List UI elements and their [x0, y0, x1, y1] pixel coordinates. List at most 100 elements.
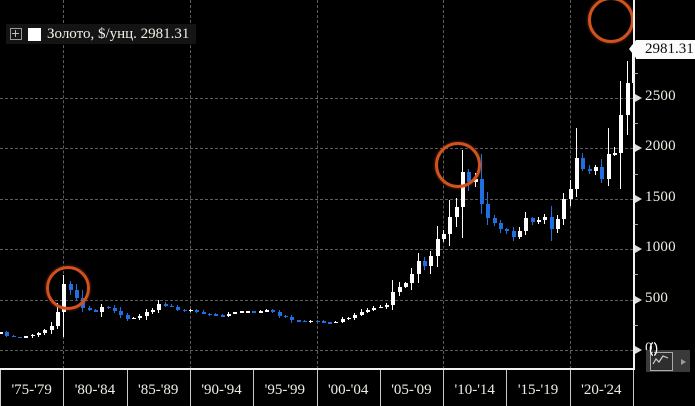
candle-body: [156, 303, 161, 310]
candle-body: [498, 222, 503, 230]
candle-body: [226, 313, 231, 316]
value-axis[interactable]: 0 500 1000 1500 2000 2500 2981.31: [629, 0, 695, 369]
category-axis-cell[interactable]: [253, 370, 316, 406]
candle-body: [327, 322, 332, 324]
chart-legend[interactable]: Золото, $/унц. 2981.31: [6, 24, 197, 44]
candle-body: [390, 291, 395, 305]
category-axis-label: '75-'79: [11, 382, 52, 398]
candle-body: [207, 313, 212, 316]
candle-body: [131, 317, 136, 320]
gridline-v-3: [189, 0, 191, 369]
value-axis-arrow-0: [635, 346, 642, 354]
value-axis-label-1000: 1000: [645, 239, 676, 256]
candle-body: [371, 307, 376, 310]
candle-body: [0, 332, 3, 334]
candle-body: [504, 229, 509, 232]
chevron-right-icon: [681, 359, 686, 365]
category-axis-cell[interactable]: [506, 370, 569, 406]
candle-body: [264, 310, 269, 312]
category-axis-cell[interactable]: [316, 370, 380, 406]
category-axis-label: '15-'19: [517, 382, 559, 398]
candle-body: [321, 321, 326, 323]
candle-body: [580, 158, 585, 169]
value-axis-arrow-500: [635, 295, 642, 304]
legend-color-swatch: [28, 27, 41, 41]
candle-body: [441, 234, 446, 240]
category-axis-cell[interactable]: [0, 370, 63, 406]
candle-body: [232, 312, 237, 314]
candle-body: [245, 311, 250, 313]
category-axis-cell[interactable]: [569, 370, 633, 406]
candle-body: [251, 311, 256, 313]
chart-type-button[interactable]: [646, 350, 690, 372]
candle-wick: [614, 146, 615, 157]
candle-body: [4, 332, 9, 336]
line-chart-icon: [650, 351, 673, 371]
value-axis-label-500: 500: [645, 289, 669, 306]
candle-body: [612, 153, 617, 155]
candle-body: [23, 336, 28, 338]
value-axis-arrow-2500: [635, 94, 642, 102]
candle-body: [530, 217, 535, 223]
category-axis-end: [633, 370, 635, 406]
candle-body: [549, 216, 554, 230]
candle-body: [454, 206, 459, 217]
candle-body: [561, 198, 566, 219]
candle-body: [447, 216, 452, 235]
candle-body: [593, 166, 598, 171]
candle-body: [397, 287, 402, 292]
value-axis-minor-tick: [633, 173, 638, 175]
candle-body: [315, 320, 320, 323]
candle-body: [378, 306, 383, 309]
category-axis-label: '00-'04: [327, 382, 369, 398]
candle-body: [587, 168, 592, 171]
candle-body: [220, 315, 225, 317]
value-axis-arrow-1500: [635, 194, 642, 203]
candle-body: [435, 239, 440, 257]
legend-label: Золото, $/унц. 2981.31: [47, 25, 190, 42]
candle-body: [36, 332, 41, 336]
candle-body: [492, 217, 497, 223]
candle-body: [163, 303, 168, 306]
category-axis-cell[interactable]: [126, 370, 190, 406]
category-axis-cell[interactable]: [189, 370, 253, 406]
candle-body: [277, 311, 282, 316]
value-axis-line: [633, 0, 635, 370]
candle-body: [137, 315, 142, 318]
candle-body: [55, 311, 60, 326]
value-axis-minor-tick: [633, 123, 638, 125]
candle-body: [118, 310, 123, 316]
category-axis-label: '85-'89: [138, 382, 179, 398]
circle-1980-peak: [46, 266, 90, 310]
candle-body: [17, 336, 22, 339]
category-axis-cell[interactable]: [443, 370, 506, 406]
category-axis-cell[interactable]: [379, 370, 443, 406]
candle-body: [485, 203, 490, 218]
candle-body: [479, 178, 484, 204]
category-axis[interactable]: '75-'79 '80-'84 '85-'89 '90-'94 '95-'99 '00-'…: [0, 370, 695, 406]
candle-body: [213, 314, 218, 316]
value-axis-minor-tick: [633, 72, 638, 74]
candle-body: [409, 274, 414, 284]
candle-body: [625, 82, 630, 116]
circle-2025-peak: [588, 0, 633, 43]
candle-body: [384, 304, 389, 307]
expand-plus-box-icon[interactable]: [10, 28, 22, 40]
candle-body: [599, 166, 604, 179]
circle-2011-peak: [435, 142, 481, 188]
candle-body: [346, 317, 351, 320]
candle-wick: [171, 304, 172, 308]
category-axis-line: [0, 368, 635, 370]
candle-body: [403, 283, 408, 287]
category-axis-cell[interactable]: [63, 370, 126, 406]
candle-body: [258, 311, 263, 313]
gridline-v-5: [316, 0, 318, 369]
candle-body: [194, 309, 199, 312]
candle-body: [352, 314, 357, 318]
candle-body: [93, 309, 98, 312]
candle-body: [473, 178, 478, 182]
value-axis-label-0: 0: [645, 340, 653, 356]
chart-plot-area[interactable]: [0, 0, 633, 369]
value-axis-label-2000: 2000: [645, 138, 676, 155]
